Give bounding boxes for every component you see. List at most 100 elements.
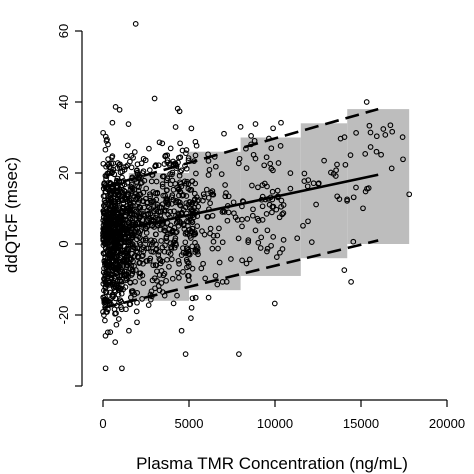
data-point [252, 155, 259, 162]
data-point [130, 244, 137, 250]
data-point [154, 277, 160, 284]
data-point [185, 155, 192, 161]
data-point [400, 156, 406, 163]
data-point [192, 152, 199, 159]
data-point [180, 245, 186, 251]
data-point [109, 119, 116, 126]
y-tick-label: 0 [56, 240, 71, 247]
data-point [119, 189, 126, 196]
data-point [274, 187, 281, 194]
data-point [113, 257, 120, 263]
data-point [115, 267, 122, 273]
data-point [252, 227, 259, 234]
data-point [167, 208, 174, 215]
data-point [117, 169, 124, 176]
data-point [261, 162, 268, 169]
data-point [178, 220, 184, 226]
data-point [108, 271, 115, 278]
lower-interval-line [102, 239, 379, 310]
data-point [337, 135, 344, 142]
data-point [182, 239, 189, 246]
data-point [129, 250, 135, 257]
data-point [129, 234, 135, 241]
data-point [366, 122, 373, 129]
data-point [203, 186, 210, 193]
data-point [250, 206, 256, 213]
data-point [154, 204, 161, 210]
data-point [301, 178, 308, 184]
data-point [165, 249, 172, 256]
data-point [270, 203, 277, 210]
y-tick-label: 60 [56, 24, 71, 38]
data-point [189, 219, 196, 226]
data-point [163, 187, 170, 194]
data-point [212, 163, 219, 170]
data-point [177, 180, 184, 187]
data-point [159, 173, 166, 180]
data-point [380, 126, 387, 132]
data-point [134, 170, 141, 176]
data-point [128, 288, 135, 295]
data-point [347, 152, 354, 158]
data-point [164, 256, 170, 263]
data-point [142, 237, 149, 244]
data-point [279, 246, 286, 252]
x-tick-label: 0 [99, 416, 106, 431]
data-point [176, 172, 183, 179]
data-point [102, 260, 109, 267]
data-point [125, 191, 132, 198]
data-point [108, 203, 115, 210]
data-point [161, 248, 168, 255]
data-point [255, 239, 262, 246]
data-point [133, 308, 140, 315]
data-point [334, 161, 340, 168]
data-point [157, 226, 164, 233]
data-point [382, 132, 389, 138]
data-point [100, 160, 107, 167]
data-point [244, 216, 251, 222]
band-segment [347, 109, 410, 244]
data-point [277, 249, 283, 256]
data-point [143, 245, 150, 252]
data-point [252, 121, 259, 127]
data-point [115, 316, 122, 322]
data-point [105, 141, 111, 148]
data-point [104, 281, 110, 288]
x-tick-label: 15000 [343, 416, 379, 431]
data-point [278, 197, 285, 204]
band-segment [189, 151, 241, 291]
data-point [216, 259, 223, 266]
data-point [154, 190, 161, 197]
data-point [127, 265, 134, 272]
data-point [131, 291, 138, 298]
axes: 0 5000 10000 15000 20000 -20 0 20 40 60 [56, 24, 465, 431]
data-point [182, 351, 189, 357]
data-point [110, 166, 117, 173]
data-point [136, 174, 143, 181]
data-point [112, 104, 119, 110]
data-point [223, 278, 230, 285]
data-point [183, 245, 190, 251]
data-point [200, 191, 207, 198]
data-point [113, 239, 120, 246]
data-point [119, 197, 126, 204]
data-point [111, 306, 118, 313]
data-point [277, 143, 284, 149]
data-point [150, 249, 157, 255]
data-point [270, 234, 277, 240]
data-point [151, 238, 158, 244]
data-point [205, 172, 212, 178]
data-point [263, 154, 270, 161]
data-point [136, 274, 143, 280]
data-point [199, 228, 205, 234]
data-point [137, 241, 144, 248]
data-point [315, 180, 322, 187]
data-point [164, 203, 170, 210]
data-point [139, 170, 146, 176]
data-point [399, 134, 406, 140]
data-point [134, 319, 140, 326]
data-point [192, 200, 199, 207]
data-point [367, 144, 374, 150]
data-point [152, 190, 159, 197]
data-point [192, 294, 199, 301]
